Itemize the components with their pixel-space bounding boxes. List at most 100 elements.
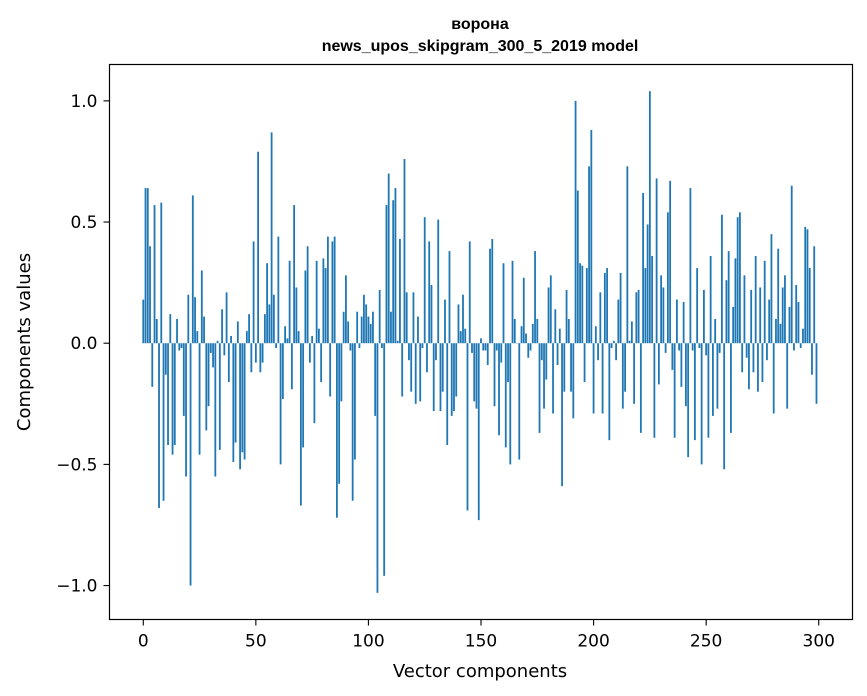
bar-152 [484,343,487,351]
bar-161 [504,343,507,448]
bar-110 [390,311,392,344]
bar-199 [590,129,593,344]
bar-227 [653,343,656,438]
bar-285 [784,275,786,344]
bar-73 [306,246,309,344]
x-tick-label: 250 [690,632,722,652]
bar-123 [419,343,422,402]
bar-263 [734,258,737,344]
bar-216 [628,340,631,344]
bar-277 [766,343,768,361]
bar-272 [754,255,757,344]
bar-262 [732,306,735,344]
bar-252 [709,255,712,344]
bar-234 [669,180,672,344]
bar-240 [682,302,685,344]
y-tick-label: −1.0 [56,577,97,597]
bar-30 [209,343,212,353]
bar-297 [811,343,813,375]
bar-268 [745,343,748,358]
bar-193 [576,190,579,344]
bar-172 [529,343,532,351]
bar-68 [295,287,298,344]
bar-232 [664,343,667,353]
bar-184 [556,343,559,366]
bar-60 [277,236,280,344]
bar-167 [518,343,521,460]
bar-20 [187,294,190,344]
bar-25 [198,343,201,455]
bar-257 [721,214,723,344]
bar-108 [385,205,388,344]
y-axis-label: Components values [14,253,35,431]
bar-137 [450,343,453,416]
bar-31 [212,343,214,368]
bar-294 [804,226,807,344]
bar-281 [775,318,777,344]
bar-85 [333,236,336,344]
bar-196 [583,343,586,382]
bar-226 [651,255,654,344]
bar-78 [317,328,320,344]
bar-118 [408,343,410,361]
bar-160 [502,263,505,344]
bar-1 [144,188,147,344]
bar-5 [153,205,156,344]
bar-96 [358,343,361,349]
bar-156 [493,343,496,407]
bar-132 [439,343,442,412]
bar-213 [621,343,624,409]
bar-223 [644,268,647,344]
bar-115 [401,343,404,397]
bar-147 [473,343,476,402]
bar-189 [567,318,570,344]
bar-190 [570,343,572,392]
bar-215 [626,166,629,344]
bar-198 [588,166,590,344]
bar-56 [268,304,271,344]
bar-159 [500,343,503,363]
bar-250 [705,343,708,356]
bar-246 [696,268,699,344]
bar-295 [806,229,809,344]
bar-4 [151,343,154,387]
bar-219 [635,292,638,344]
bar-264 [736,217,739,344]
bar-106 [381,343,383,349]
bar-17 [180,343,183,349]
bars-group [142,91,818,593]
bar-34 [218,343,221,450]
bar-225 [648,91,651,344]
bar-36 [223,343,226,356]
bar-265 [739,212,741,344]
bar-133 [441,343,444,392]
bar-74 [308,343,311,363]
bar-119 [410,343,413,392]
bar-76 [313,343,316,424]
bar-224 [646,224,649,344]
bar-109 [387,173,390,344]
bar-84 [331,241,334,344]
bar-101 [369,323,372,344]
bar-111 [392,200,395,344]
bar-286 [786,343,789,409]
bar-197 [585,268,588,344]
bar-71 [302,343,305,448]
bar-139 [455,343,458,397]
bar-128 [430,285,433,344]
bar-180 [547,287,550,344]
bar-235 [671,343,674,370]
bar-40 [232,343,235,462]
bar-21 [189,343,192,586]
bar-130 [435,343,437,361]
bar-77 [315,260,318,344]
bar-244 [691,343,694,351]
bar-8 [160,202,163,344]
bar-80 [322,258,325,344]
bar-299 [815,343,818,404]
bar-67 [293,205,296,344]
bar-48 [250,343,253,373]
bar-267 [743,275,746,344]
bar-259 [725,280,728,344]
